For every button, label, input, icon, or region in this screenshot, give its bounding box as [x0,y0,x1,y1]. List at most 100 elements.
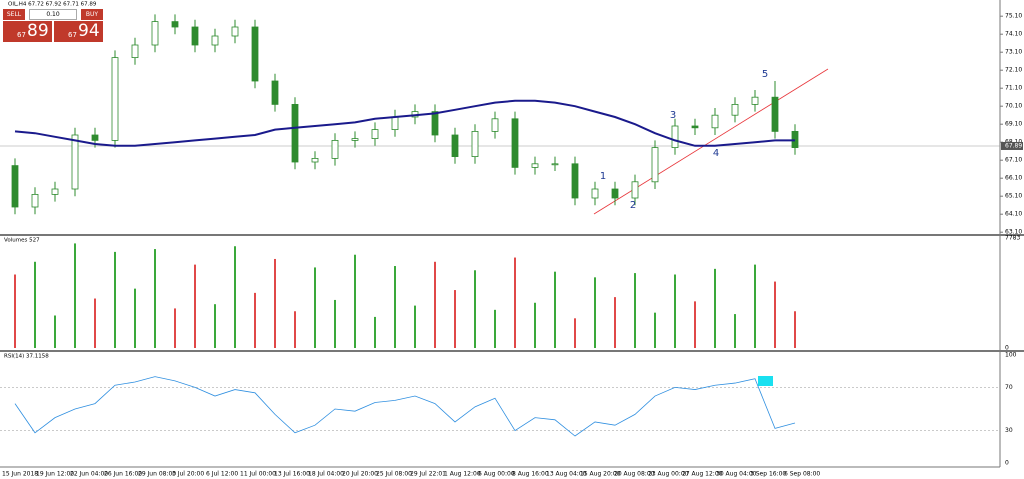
volume-bar [674,274,676,348]
volume-title: Volumes 527 [4,238,40,244]
candle-body [51,188,59,195]
candle-body [191,26,199,46]
candle-body [591,188,599,199]
y-tick-label: 7783 [1005,235,1020,242]
sell-price[interactable]: 67 89 [3,21,52,42]
candle-body [291,104,299,163]
time-label: 6 Aug 00:00 [478,471,515,478]
time-label: 8 Aug 16:00 [512,471,549,478]
trade-panel: SELL 0.10 BUY 67 89 67 94 [3,9,103,42]
current-price-label: 67.89 [1005,142,1022,149]
candle-body [11,165,19,208]
candle-body [111,57,119,141]
candle-body [131,44,139,59]
buy-price-minor: 94 [78,21,100,41]
volume-bar [234,246,236,348]
sell-price-minor: 89 [27,21,49,41]
buy-price[interactable]: 67 94 [54,21,103,42]
rsi-title: RSI(14) 37.1158 [4,354,49,360]
volume-bar [514,257,516,348]
candle-body [271,80,279,105]
volume-bar [34,261,36,348]
volume-bar [134,288,136,348]
wave-label: 1 [600,171,606,182]
volume-bar [614,297,616,348]
candle-body [431,111,439,136]
y-tick-label: 30 [1005,427,1013,434]
time-label: 19 Jun 12:00 [36,471,74,478]
time-label: 20 Jul 20:00 [342,471,378,478]
volume-bar [354,254,356,348]
time-label: 15 Jun 2018 [2,471,38,478]
candle-body [491,118,499,132]
time-label: 18 Jul 04:00 [308,471,344,478]
y-tick-label: 100 [1005,352,1017,359]
candle-body [671,125,679,149]
candle-body [31,193,39,208]
candle-body [751,96,759,105]
volume-bar [574,318,576,348]
volume-bar [334,299,336,348]
candle-body [651,147,659,183]
volume-bar [54,315,56,348]
candle-body [311,157,319,163]
volume-bar [634,273,636,348]
candle-body [351,138,359,141]
y-tick-label: 0 [1005,345,1009,352]
volume-bar [374,316,376,348]
volume-bar [14,274,16,348]
y-tick-label: 75.10 [1005,13,1022,20]
volume-bar [214,304,216,348]
candle-body [551,163,559,166]
volume-bar [534,302,536,348]
candle-body [451,134,459,158]
sell-price-major: 67 [17,31,26,39]
time-label: 1 Aug 12:00 [444,471,481,478]
candle-body [631,181,639,199]
volume-bar [774,281,776,348]
time-label: 13 Aug 04:00 [546,471,587,478]
volume-bar [494,309,496,348]
volume-bar [94,298,96,348]
sell-button[interactable]: SELL [3,9,25,20]
volume-bar [154,249,156,348]
y-tick-label: 64.10 [1005,211,1022,218]
candle-body [531,163,539,168]
candle-body [691,125,699,129]
lot-input[interactable]: 0.10 [29,9,77,20]
candle-body [711,114,719,129]
buy-price-major: 67 [68,31,77,39]
candle-body [211,35,219,46]
y-tick-label: 70 [1005,384,1013,391]
volume-bar [754,264,756,348]
wave-label: 3 [670,110,676,121]
y-tick-label: 63.10 [1005,229,1022,236]
time-label: 3 Jul 20:00 [172,471,204,478]
time-label: 29 Jul 22:01 [410,471,446,478]
candle-body [571,163,579,199]
y-tick-label: 0 [1005,460,1009,467]
time-label: 29 Jun 08:00 [138,471,176,478]
volume-bar [74,243,76,348]
volume-bar [414,305,416,348]
time-label: 23 Aug 00:00 [648,471,689,478]
volume-bar [314,267,316,348]
wave-label: 4 [713,148,719,159]
volume-bar [174,308,176,348]
time-label: 25 Jul 08:00 [376,471,412,478]
candle-body [251,26,259,82]
volume-bar [794,311,796,348]
time-label: 3 Sep 16:00 [750,471,786,478]
volume-bar [714,268,716,348]
y-tick-label: 65.10 [1005,193,1022,200]
buy-button[interactable]: BUY [81,9,103,20]
symbol-info: OIL,H4 67.72 67.92 67.71 67.89 [8,2,97,8]
volume-bar [114,251,116,348]
candle-body [511,118,519,168]
volume-bar [394,266,396,348]
volume-bar [294,311,296,348]
y-tick-label: 73.10 [1005,49,1022,56]
